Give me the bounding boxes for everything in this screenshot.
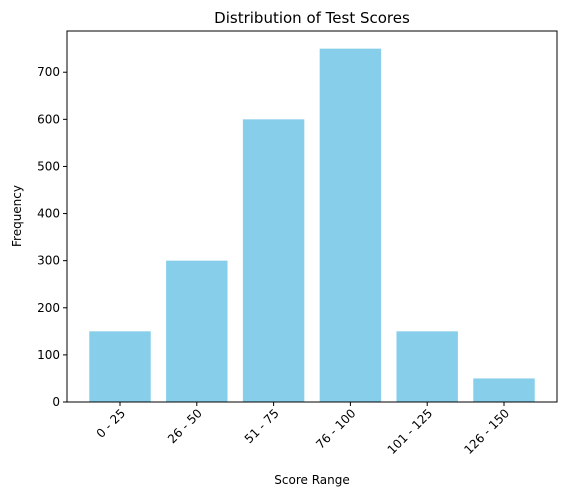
plot-frame (66, 30, 558, 403)
bar-3 (242, 119, 305, 402)
y-tick-label: 700 (37, 65, 60, 79)
y-axis: 0 100 200 300 400 500 600 700 (37, 65, 67, 409)
y-tick-label: 100 (37, 348, 60, 362)
x-tick-label: 26 - 50 (165, 406, 205, 446)
x-axis-label: Score Range (274, 473, 349, 487)
bars-group (89, 48, 535, 403)
y-axis-label: Frequency (10, 185, 24, 247)
y-tick-label: 0 (52, 395, 60, 409)
y-tick-label: 200 (37, 301, 60, 315)
y-tick-label: 600 (37, 112, 60, 126)
x-tick-label: 0 - 25 (94, 406, 129, 441)
bar-2 (166, 260, 228, 402)
y-tick-label: 500 (37, 159, 60, 173)
bar-1 (89, 331, 151, 402)
x-axis: 0 - 25 26 - 50 51 - 75 76 - 100 101 - 125 126… (94, 402, 512, 457)
bar-4 (319, 48, 382, 403)
chart-title: Distribution of Test Scores (214, 9, 410, 27)
x-tick-label: 51 - 75 (242, 406, 282, 446)
bar-6 (473, 378, 535, 402)
x-tick-label: 126 - 150 (461, 406, 512, 457)
y-tick-label: 300 (37, 254, 60, 268)
x-tick-label: 101 - 125 (385, 406, 436, 457)
y-tick-label: 400 (37, 207, 60, 221)
x-tick-label: 76 - 100 (313, 406, 358, 451)
bar-5 (396, 331, 458, 402)
